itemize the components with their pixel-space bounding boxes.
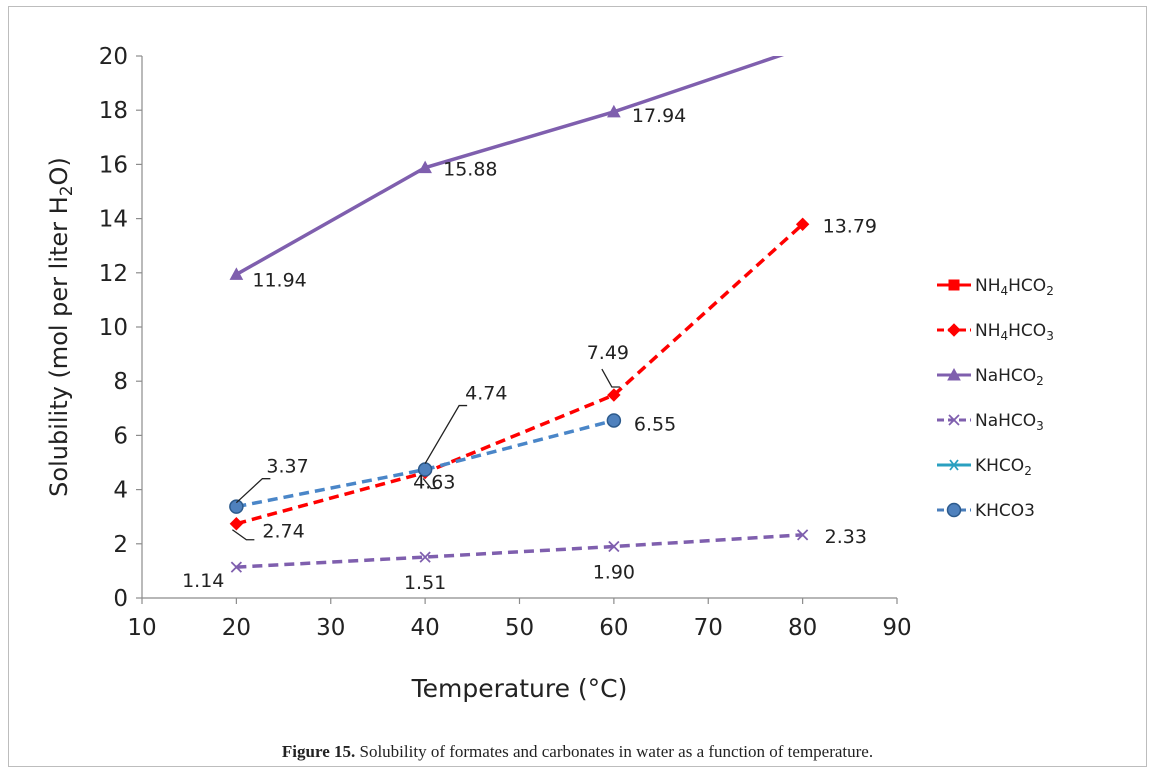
legend-entry: KHCO3 xyxy=(937,501,1035,521)
legend-label: NaHCO2 xyxy=(975,366,1044,388)
data-label: 11.94 xyxy=(252,269,306,291)
figure-caption: Figure 15. Solubility of formates and ca… xyxy=(9,742,1146,762)
x-tick-label: 70 xyxy=(694,615,723,641)
data-point xyxy=(229,499,244,514)
data-point xyxy=(229,267,244,280)
data-point xyxy=(418,160,432,174)
data-label: 17.94 xyxy=(632,105,686,127)
series-line xyxy=(236,533,803,569)
data-label: 6.55 xyxy=(634,413,676,435)
legend-label: NaHCO3 xyxy=(975,411,1044,433)
y-tick-label: 0 xyxy=(113,586,128,612)
legend-entry: KHCO2 xyxy=(937,456,1032,478)
y-tick-label: 10 xyxy=(99,315,128,341)
legend-marker xyxy=(947,323,961,337)
legend-entry: NaHCO2 xyxy=(937,366,1044,388)
y-tick-label: 20 xyxy=(99,44,128,70)
data-label: 15.88 xyxy=(443,159,497,181)
series-1 xyxy=(229,217,810,531)
series-3 xyxy=(230,529,809,573)
caption-text: Solubility of formates and carbonates in… xyxy=(359,742,874,761)
series-line xyxy=(235,222,804,526)
label-leader xyxy=(231,529,255,541)
legend-label: KHCO3 xyxy=(975,501,1035,521)
data-point xyxy=(419,551,431,563)
data-label: 1.14 xyxy=(182,570,224,592)
data-label: 2.74 xyxy=(262,521,304,543)
solubility-chart: 0 2 4 6 8 10 12 14 16 18 20 10 20 30 40 50 60 70 80 90 Tempe… xyxy=(45,44,1054,703)
y-tick-label: 4 xyxy=(113,478,128,504)
x-tick-label: 50 xyxy=(505,615,534,641)
data-label: 4.74 xyxy=(465,383,507,405)
series-line xyxy=(235,56,785,276)
x-tick-label: 10 xyxy=(127,615,156,641)
legend-label: NH4HCO3 xyxy=(975,321,1054,343)
legend-label: KHCO2 xyxy=(975,456,1032,478)
data-label: 4.63 xyxy=(413,472,455,494)
y-axis-label: Solubility (mol per liter H2O) xyxy=(45,157,77,497)
caption-label: Figure 15. xyxy=(281,742,356,761)
x-tick-label: 90 xyxy=(882,615,911,641)
data-point xyxy=(796,529,809,541)
y-tick-label: 18 xyxy=(99,98,128,124)
label-leader xyxy=(424,404,468,464)
y-tick-label: 16 xyxy=(99,152,128,178)
legend-marker xyxy=(948,414,960,426)
legend-marker xyxy=(946,502,962,518)
data-label: 1.90 xyxy=(593,562,635,584)
series-2 xyxy=(229,56,785,280)
x-tick-label: 80 xyxy=(788,615,817,641)
data-point xyxy=(607,388,621,402)
legend-marker xyxy=(947,367,961,381)
y-tick-label: 6 xyxy=(113,423,128,449)
y-tick-label: 14 xyxy=(99,207,128,233)
data-label: 13.79 xyxy=(823,215,877,237)
data-label: 2.33 xyxy=(825,526,867,548)
y-tick-label: 2 xyxy=(113,532,128,558)
legend-marker xyxy=(948,459,960,471)
x-tick-label: 30 xyxy=(316,615,345,641)
legend-entry: NH4HCO3 xyxy=(937,321,1054,343)
figure-frame: 0 2 4 6 8 10 12 14 16 18 20 10 20 30 40 50 60 70 80 90 Tempe… xyxy=(8,6,1147,767)
data-point xyxy=(606,413,622,428)
x-tick-label: 60 xyxy=(599,615,628,641)
y-tick-label: 12 xyxy=(99,261,128,287)
y-tick-label: 8 xyxy=(113,369,128,395)
x-tick-label: 20 xyxy=(222,615,251,641)
data-label: 7.49 xyxy=(587,342,629,364)
data-label: 1.51 xyxy=(404,572,446,594)
data-point xyxy=(230,561,243,573)
legend-entry: NaHCO3 xyxy=(937,411,1044,433)
data-point xyxy=(607,104,621,118)
data-point xyxy=(795,217,810,231)
data-point xyxy=(229,517,244,531)
legend-label: NH4HCO2 xyxy=(975,276,1054,298)
legend-entry: NH4HCO2 xyxy=(937,276,1054,298)
data-point xyxy=(608,540,620,553)
label-leader xyxy=(422,478,440,490)
data-label: 3.37 xyxy=(266,456,308,478)
label-leader xyxy=(235,478,271,504)
legend-marker xyxy=(948,279,960,291)
x-tick-label: 40 xyxy=(410,615,439,641)
x-axis-label: Temperature (°C) xyxy=(411,674,628,703)
label-leader xyxy=(601,368,620,388)
